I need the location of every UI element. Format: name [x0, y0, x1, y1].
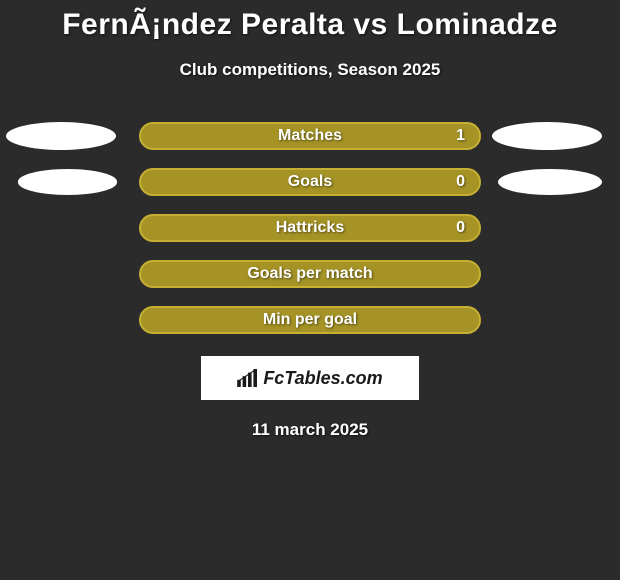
- logo-box: FcTables.com: [201, 356, 419, 400]
- stat-bar: Goals per match: [139, 260, 481, 288]
- stat-value-right: 0: [456, 219, 465, 237]
- subtitle: Club competitions, Season 2025: [0, 60, 620, 80]
- stat-label: Goals: [288, 173, 332, 191]
- stat-row: Goals per match: [0, 260, 620, 288]
- ellipse-right: [498, 169, 603, 196]
- stat-row: Min per goal: [0, 306, 620, 334]
- stat-bar: Min per goal: [139, 306, 481, 334]
- stat-bar: Hattricks 0: [139, 214, 481, 242]
- ellipse-right: [492, 122, 602, 150]
- stat-label: Min per goal: [263, 311, 357, 329]
- stat-label: Goals per match: [247, 265, 372, 283]
- stat-row: Hattricks 0: [0, 214, 620, 242]
- date-text: 11 march 2025: [0, 420, 620, 440]
- logo-text: FcTables.com: [263, 368, 382, 389]
- stat-bar: Matches 1: [139, 122, 481, 150]
- stat-value-right: 0: [456, 173, 465, 191]
- stat-rows: Matches 1 Goals 0 Hattricks 0 Goals per match M…: [0, 122, 620, 334]
- stat-label: Matches: [278, 127, 342, 145]
- stat-bar: Goals 0: [139, 168, 481, 196]
- stat-label: Hattricks: [276, 219, 344, 237]
- comparison-card: FernÃ¡ndez Peralta vs Lominadze Club com…: [0, 0, 620, 580]
- ellipse-left: [6, 122, 116, 150]
- stat-value-right: 1: [456, 127, 465, 145]
- page-title: FernÃ¡ndez Peralta vs Lominadze: [0, 8, 620, 42]
- bar-chart-icon: [237, 369, 259, 387]
- stat-row: Goals 0: [0, 168, 620, 196]
- ellipse-left: [18, 169, 117, 194]
- stat-row: Matches 1: [0, 122, 620, 150]
